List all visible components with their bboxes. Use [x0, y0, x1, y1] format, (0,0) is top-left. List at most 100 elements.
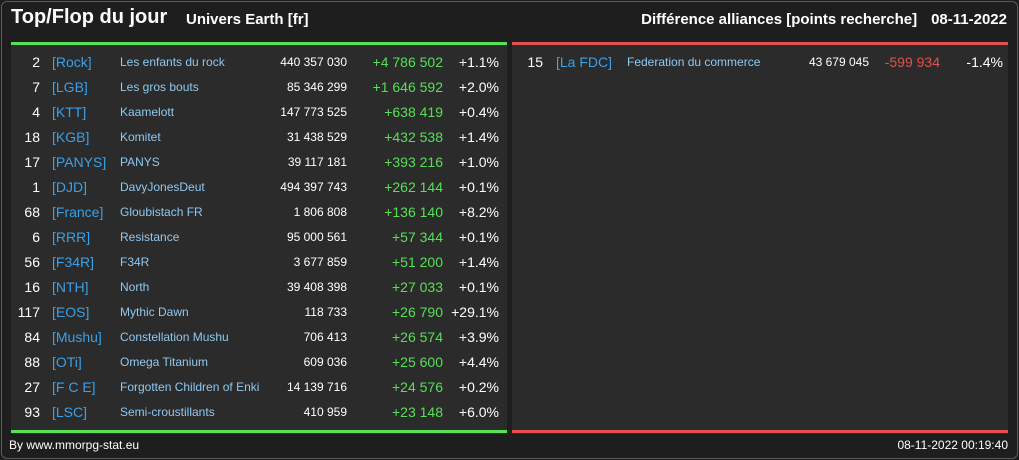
rank: 16 [24, 279, 40, 295]
points: 3 677 859 [293, 255, 347, 269]
alliance-tag[interactable]: [La FDC] [556, 54, 613, 70]
table-row: 15 [La FDC] Federation du commerce 43 679 0… [512, 50, 1008, 75]
flop-panel: 15 [La FDC] Federation du commerce 43 679 0… [512, 42, 1008, 434]
percent-change: +0.1% [458, 279, 499, 295]
rank: 93 [24, 404, 40, 420]
rank: 2 [32, 54, 40, 70]
points: 31 438 529 [286, 130, 347, 144]
points-difference: +26 574 [392, 329, 443, 345]
alliance-name[interactable]: PANYS [120, 155, 160, 169]
alliance-tag[interactable]: [NTH] [52, 279, 89, 295]
points-difference: +4 786 502 [372, 54, 443, 70]
points: 39 408 398 [286, 280, 347, 294]
alliance-name[interactable]: Gloubistach FR [120, 205, 203, 219]
points-difference: +25 600 [392, 354, 443, 370]
rank-cell: 17 [11, 150, 40, 175]
points: 609 036 [303, 355, 347, 369]
table-row: 27 [F C E] Forgotten Children of Enki 14 13… [11, 375, 507, 400]
alliance-name[interactable]: Federation du commerce [627, 55, 761, 69]
rank-cell: 93 [11, 400, 40, 425]
points: 118 733 [304, 305, 348, 319]
table-row: 2 [Rock] Les enfants du rock 440 357 030 +4 … [11, 50, 507, 75]
alliance-name[interactable]: Komitet [120, 130, 161, 144]
alliance-name[interactable]: Constellation Mushu [120, 330, 229, 344]
alliance-name[interactable]: Semi-croustillants [120, 405, 215, 419]
points-difference: +27 033 [392, 279, 443, 295]
points-difference: +262 144 [384, 179, 443, 195]
alliance-name[interactable]: Resistance [120, 230, 180, 244]
alliance-tag[interactable]: [Mushu] [52, 329, 102, 345]
alliance-tag[interactable]: [France] [52, 204, 104, 220]
alliance-name[interactable]: North [120, 280, 150, 294]
alliance-tag[interactable]: [OTi] [52, 354, 82, 370]
rank-cell: 15 [512, 50, 543, 75]
alliance-name[interactable]: Forgotten Children of Enki [120, 380, 260, 394]
rank-cell: 16 [11, 275, 40, 300]
alliance-tag[interactable]: [EOS] [52, 304, 90, 320]
alliance-name[interactable]: DavyJonesDeut [120, 180, 205, 194]
percent-change: +29.1% [451, 304, 499, 320]
alliance-name[interactable]: Kaamelott [120, 105, 175, 119]
rank-cell: 88 [11, 350, 40, 375]
percent-change: +2.0% [458, 79, 499, 95]
table-row: 6 [RRR] Resistance 95 000 561 +57 344 +0.1% [11, 225, 507, 250]
alliance-name[interactable]: Les enfants du rock [120, 55, 225, 69]
rank-cell: 1 [11, 175, 40, 200]
top-panel: 2 [Rock] Les enfants du rock 440 357 030 +4 … [11, 42, 507, 434]
timestamp: 08-11-2022 00:19:40 [897, 438, 1008, 452]
percent-change: +0.4% [458, 104, 499, 120]
percent-change: +3.9% [458, 329, 499, 345]
rank-cell: 18 [11, 125, 40, 150]
alliance-tag[interactable]: [F C E] [52, 379, 96, 395]
percent-change: +6.0% [458, 404, 499, 420]
rank: 68 [24, 204, 40, 220]
rank: 15 [527, 54, 543, 70]
alliance-tag[interactable]: [KGB] [52, 129, 90, 145]
points: 95 000 561 [286, 230, 347, 244]
table-row: 16 [NTH] North 39 408 398 +27 033 +0.1% [11, 275, 507, 300]
percent-change: +1.1% [458, 54, 499, 70]
rank: 7 [32, 79, 40, 95]
table-row: 1 [DJD] DavyJonesDeut 494 397 743 +262 144 +0… [11, 175, 507, 200]
universe-label: Univers Earth [fr] [186, 11, 309, 28]
points: 410 959 [303, 405, 347, 419]
rank: 56 [24, 254, 40, 270]
points-difference: -599 934 [884, 54, 940, 70]
alliance-tag[interactable]: [RRR] [52, 229, 91, 245]
alliance-name[interactable]: F34R [120, 255, 150, 269]
rank-cell: 4 [11, 100, 40, 125]
alliance-tag[interactable]: [PANYS] [52, 154, 107, 170]
points-difference: +24 576 [392, 379, 443, 395]
rank-cell: 117 [11, 300, 40, 325]
alliance-tag[interactable]: [LSC] [52, 404, 88, 420]
points: 14 139 716 [286, 380, 347, 394]
rank: 4 [32, 104, 40, 120]
alliance-tag[interactable]: [KTT] [52, 104, 87, 120]
percent-change: +0.2% [458, 379, 499, 395]
rank: 84 [24, 329, 40, 345]
alliance-name[interactable]: Mythic Dawn [120, 305, 189, 319]
points-difference: +1 646 592 [372, 79, 443, 95]
alliance-name[interactable]: Les gros bouts [120, 80, 199, 94]
points-difference: +51 200 [392, 254, 443, 270]
alliance-name[interactable]: Omega Titanium [120, 355, 209, 369]
alliance-tag[interactable]: [Rock] [52, 54, 92, 70]
rank: 18 [24, 129, 40, 145]
table-row: 84 [Mushu] Constellation Mushu 706 413 +26 5… [11, 325, 507, 350]
table-row: 7 [LGB] Les gros bouts 85 346 299 +1 646 592… [11, 75, 507, 100]
alliance-tag[interactable]: [LGB] [52, 79, 88, 95]
table-row: 17 [PANYS] PANYS 39 117 181 +393 216 +1.0% [11, 150, 507, 175]
points: 706 413 [303, 330, 347, 344]
percent-change: +1.0% [458, 154, 499, 170]
points: 39 117 181 [287, 155, 347, 169]
alliance-tag[interactable]: [DJD] [52, 179, 87, 195]
table-row: 117 [EOS] Mythic Dawn 118 733 +26 790 +29.1% [11, 300, 507, 325]
alliance-tag[interactable]: [F34R] [52, 254, 95, 270]
table-row: 68 [France] Gloubistach FR 1 806 808 +136 14… [11, 200, 507, 225]
points-difference: +57 344 [392, 229, 443, 245]
header-right: Différence alliances [points recherche] 0… [641, 11, 1007, 28]
table-row: 56 [F34R] F34R 3 677 859 +51 200 +1.4% [11, 250, 507, 275]
rank-cell: 27 [11, 375, 40, 400]
percent-change: +8.2% [458, 204, 499, 220]
points-difference: +393 216 [384, 154, 443, 170]
